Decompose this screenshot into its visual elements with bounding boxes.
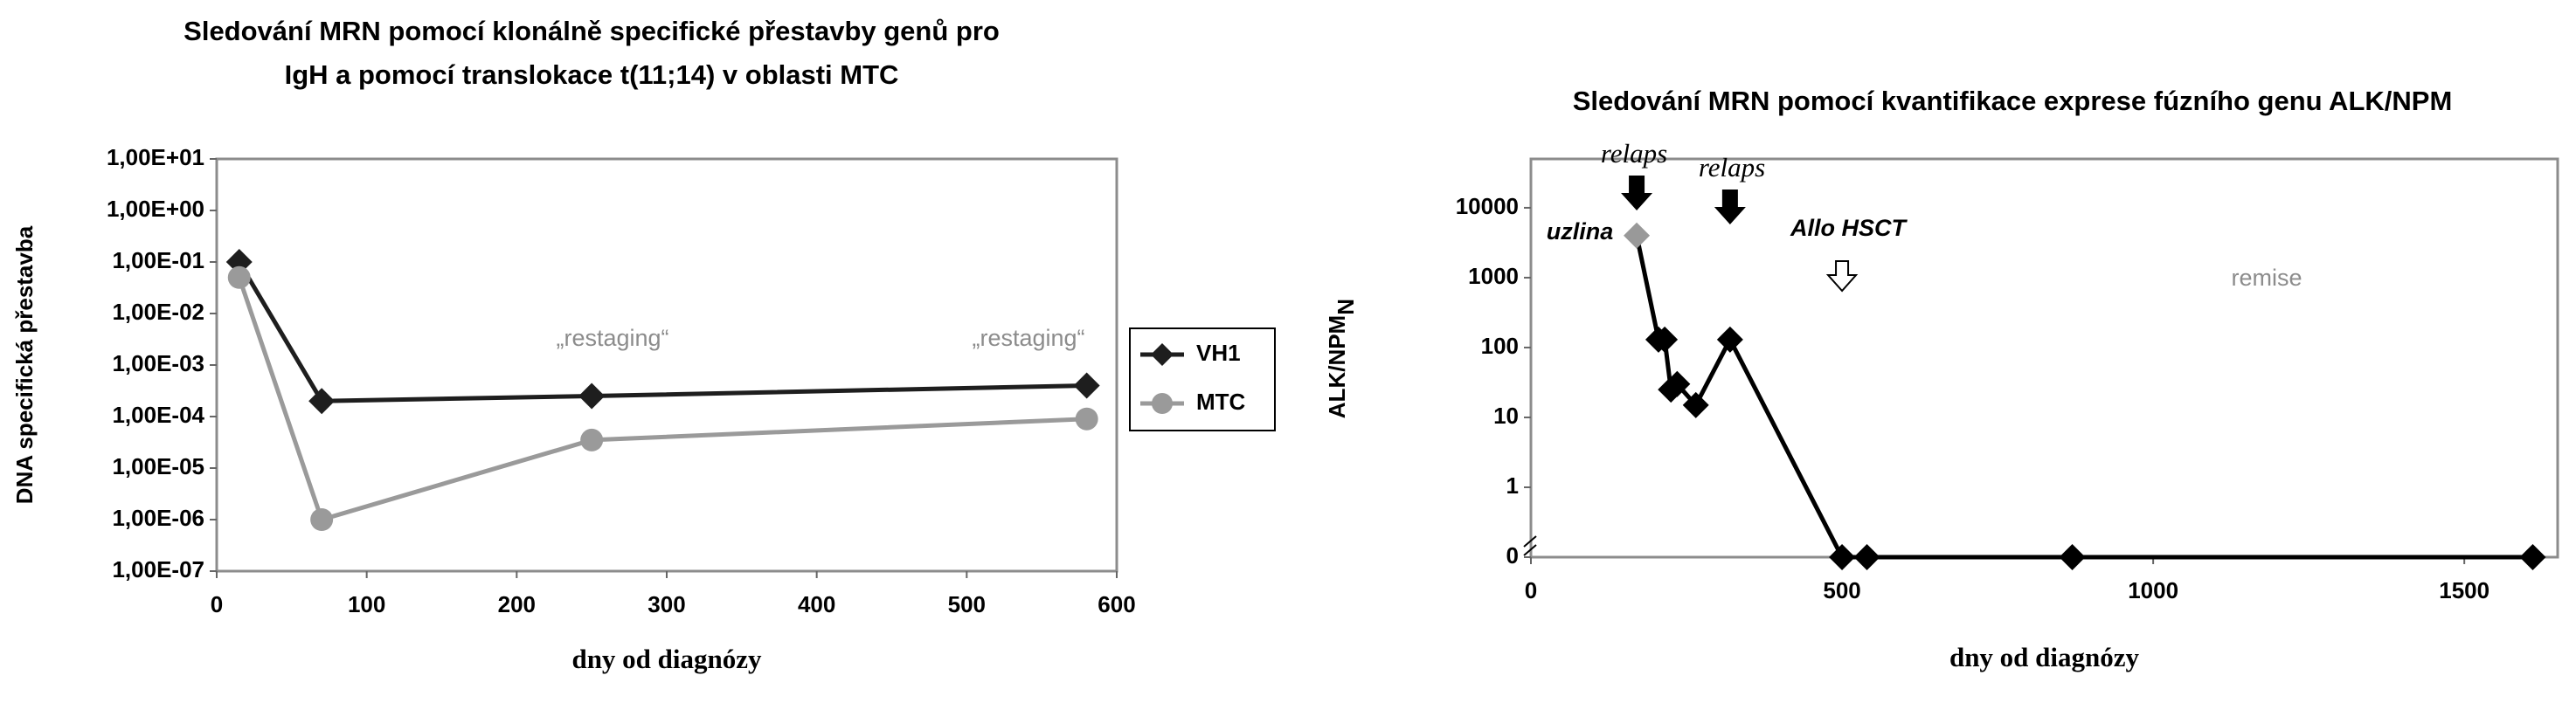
- annotation-arrow: [1825, 260, 1859, 293]
- axis-break: [1523, 544, 1537, 556]
- data-point: [580, 428, 604, 451]
- annotation-arrow: [1621, 176, 1653, 210]
- data-point: [1073, 372, 1100, 399]
- y-axis-label-group: DNA specifická přestavba: [11, 225, 38, 504]
- y-tick-label: 0: [1506, 542, 1519, 569]
- data-point: [1075, 407, 1098, 431]
- y-tick-label: 1,00E-04: [112, 402, 204, 428]
- x-tick-label: 500: [1823, 577, 1860, 603]
- y-tick-label: 10: [1493, 403, 1519, 429]
- data-point: [2059, 544, 2086, 570]
- y-tick-label: 1,00E-05: [112, 453, 204, 479]
- annotation: Allo HSCT: [1790, 215, 1908, 241]
- series-line: [237, 276, 1087, 523]
- x-tick-label: 200: [498, 591, 536, 617]
- data-point: [1829, 544, 1856, 570]
- y-tick-label: 1,00E-02: [112, 299, 204, 325]
- x-axis-label: dny od diagnózy: [571, 644, 762, 674]
- x-axis-label: dny od diagnózy: [1949, 642, 2140, 672]
- x-tick-label: 100: [348, 591, 385, 617]
- y-axis-label-sub: N: [1333, 299, 1359, 315]
- legend-marker: [1151, 343, 1174, 366]
- legend-label: VH1: [1196, 340, 1241, 366]
- x-tick-label: 1500: [2439, 577, 2489, 603]
- y-tick-label: 10000: [1456, 193, 1519, 219]
- y-tick-label: 1,00E-03: [112, 350, 204, 376]
- plot-frame: [1529, 157, 2559, 559]
- data-point: [1652, 326, 1679, 353]
- data-point: [2519, 544, 2546, 570]
- y-axis-label: ALK/NPM: [1324, 315, 1350, 418]
- legend-marker: [1152, 393, 1173, 414]
- data-point: [227, 265, 251, 289]
- annotation: „restaging“: [556, 325, 668, 351]
- y-axis-label: DNA specifická přestavba: [11, 225, 38, 504]
- y-tick-label: 1,00E+01: [107, 144, 204, 170]
- y-tick-label: 1,00E-01: [112, 247, 204, 273]
- axis-break: [1523, 535, 1537, 548]
- annotation: „restaging“: [972, 325, 1084, 351]
- annotation-arrow: [1714, 190, 1746, 224]
- legend-box: [1129, 327, 1276, 431]
- y-tick-label: 1,00E-06: [112, 505, 204, 531]
- series-line: [237, 260, 1087, 403]
- annotation: relaps: [1699, 152, 1765, 183]
- chart-title: IgH a pomocí translokace t(11;14) v obla…: [285, 59, 899, 90]
- x-tick-label: 0: [1525, 577, 1537, 603]
- annotation: remise: [2231, 265, 2302, 291]
- x-tick-label: 400: [798, 591, 835, 617]
- chart-title: Sledování MRN pomocí klonálně specifické…: [184, 16, 1000, 46]
- data-point: [1624, 222, 1651, 249]
- legend-label: MTC: [1196, 389, 1246, 415]
- x-tick-label: 500: [948, 591, 986, 617]
- annotation: uzlina: [1547, 218, 1614, 245]
- y-tick-label: 1,00E-07: [112, 556, 204, 582]
- data-point: [1664, 370, 1691, 397]
- data-point: [1853, 544, 1880, 570]
- data-point: [310, 508, 334, 531]
- y-tick-label: 1: [1506, 472, 1519, 499]
- x-tick-label: 0: [211, 591, 223, 617]
- data-point: [308, 388, 336, 415]
- series-line: [1634, 235, 2533, 560]
- data-point: [578, 383, 606, 410]
- x-tick-label: 600: [1098, 591, 1135, 617]
- y-tick-label: 1000: [1468, 263, 1519, 289]
- y-tick-label: 1,00E+00: [107, 196, 204, 222]
- annotation: relaps: [1601, 138, 1667, 169]
- data-point: [1716, 326, 1743, 353]
- x-tick-label: 1000: [2128, 577, 2178, 603]
- x-tick-label: 300: [647, 591, 685, 617]
- data-point: [1682, 391, 1709, 418]
- y-tick-label: 100: [1481, 333, 1519, 359]
- chart-title: Sledování MRN pomocí kvantifikace expres…: [1573, 86, 2453, 116]
